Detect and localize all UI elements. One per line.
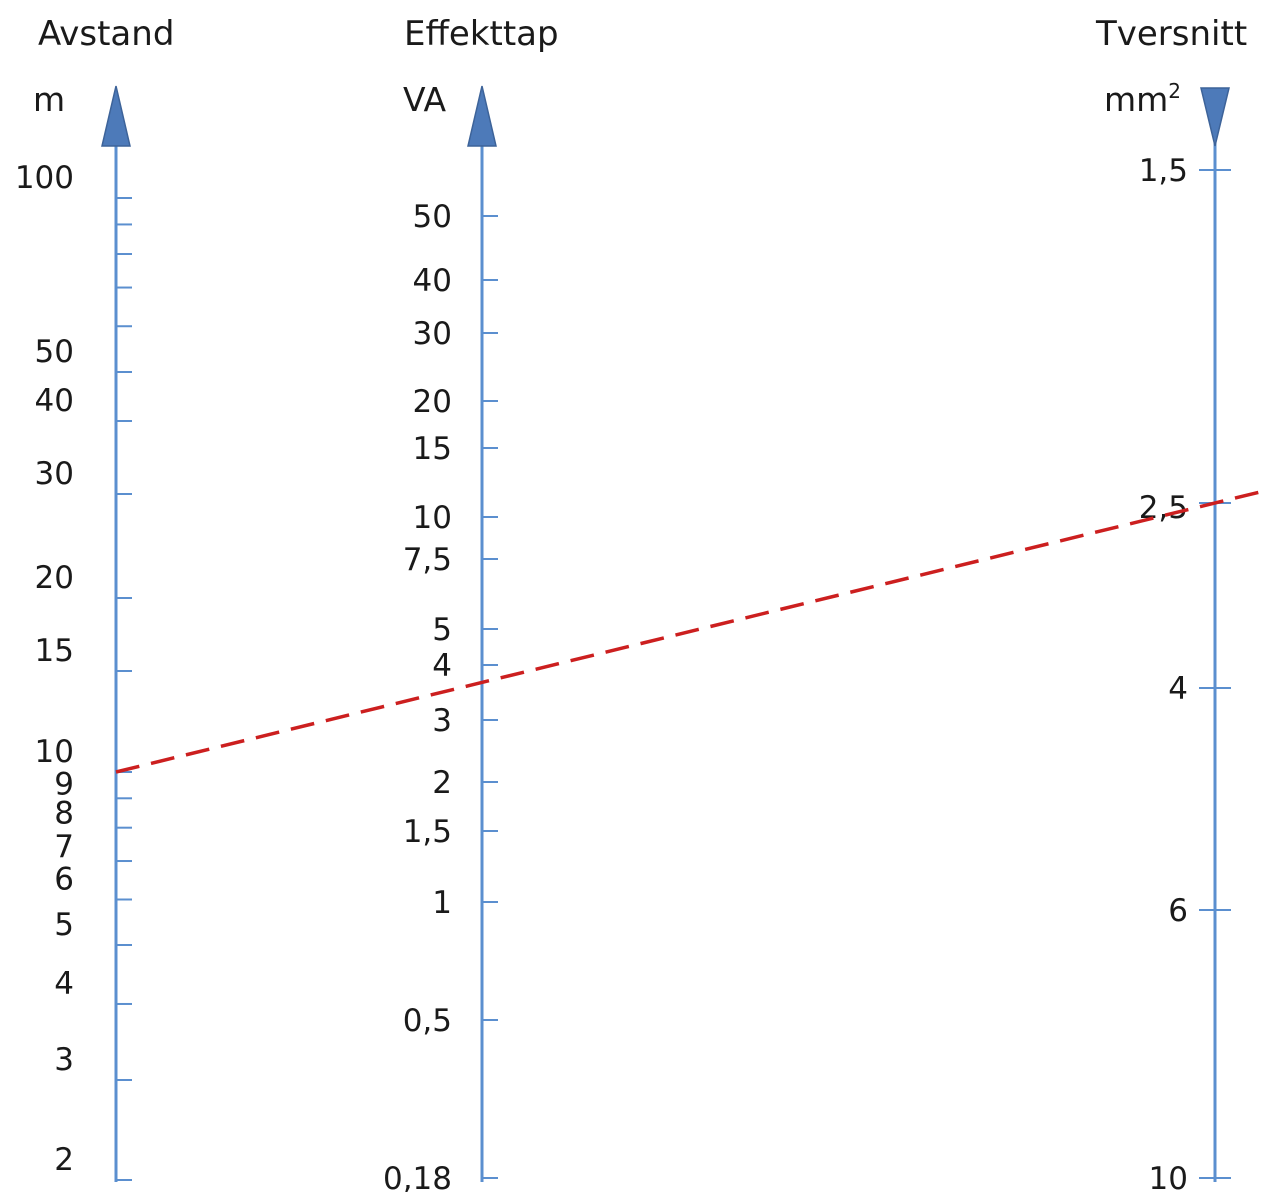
power-loss-tick-label: 50 [413,199,452,235]
distance-tick-label: 100 [15,160,74,196]
distance-arrow-up-icon [101,85,131,147]
cross-section-tick-label: 6 [1168,893,1188,929]
distance-tick-label: 7 [54,829,74,865]
power-loss-tick-label: 7,5 [403,542,452,578]
distance-tick-label: 10 [35,734,74,770]
power-loss-axis-title: Effekttap [404,14,559,54]
power-loss-tick-label: 20 [413,384,452,420]
power-loss-tick-label: 10 [413,500,452,536]
power-loss-axis-unit: VA [403,80,446,119]
distance-tick-label: 50 [35,334,74,370]
cross-section-unit-superscript: 2 [1168,79,1181,103]
distance-axis-unit: m [33,80,65,119]
power-loss-axis: Effekttap VA 50 40 30 20 15 10 7,5 54 3 2 1,5 1 0,5 0… [383,14,559,1192]
distance-tick-label: 9 [54,766,74,802]
power-loss-tick-label: 1 [432,885,452,921]
distance-tick-label: 30 [35,456,74,492]
power-loss-tick-label: 0,5 [403,1003,452,1039]
distance-tick-label: 5 [54,907,74,943]
cross-section-tick-label: 4 [1168,671,1188,707]
distance-tick-label: 40 [35,383,74,419]
distance-tick-label: 4 [54,966,74,1002]
power-loss-tick-label: 5 [432,612,452,648]
power-loss-tick-label: 1,5 [403,814,452,850]
power-loss-tick-label: 15 [413,431,452,467]
power-loss-tick-label: 0,18 [383,1161,452,1192]
distance-tick-label: 20 [35,560,74,596]
cross-section-axis-unit: mm2 [1104,79,1181,119]
power-loss-ticks: 50 40 30 20 15 10 7,5 54 3 2 1,5 1 0,5 0,18 [383,199,498,1192]
distance-tick-label: 8 [54,796,74,832]
power-loss-tick-label: 4 [432,648,452,684]
cross-section-tick-label: 10 [1149,1161,1188,1192]
cross-section-axis-title: Tversnitt [1095,14,1247,54]
distance-tick-label: 6 [54,861,74,897]
distance-tick-label: 15 [35,633,74,669]
power-loss-tick-label: 3 [432,703,452,739]
cross-section-arrow-down-icon [1200,87,1230,147]
distance-axis-title: Avstand [38,14,174,54]
power-loss-tick-label: 30 [413,316,452,352]
cross-section-tick-label: 1,5 [1139,153,1188,189]
reading-line [115,488,1267,774]
power-loss-tick-label: 2 [432,765,452,801]
distance-tick-label: 3 [54,1042,74,1078]
distance-tick-label: 2 [54,1142,74,1178]
power-loss-arrow-up-icon [467,85,497,147]
power-loss-tick-label: 40 [413,263,452,299]
